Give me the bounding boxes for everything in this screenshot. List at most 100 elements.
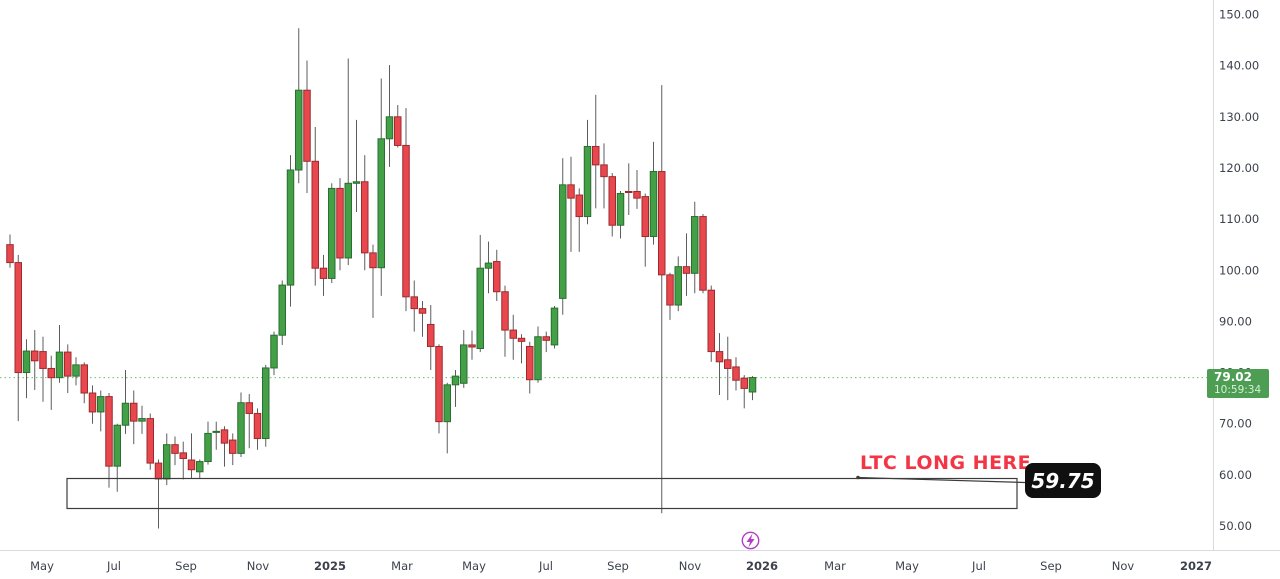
time-tick-label[interactable]: Nov [1112, 559, 1135, 573]
time-tick-label[interactable]: Sep [175, 559, 197, 573]
price-callout-value: 59.75 [1031, 468, 1095, 493]
candle-body [608, 176, 616, 226]
time-tick-label[interactable]: Mar [391, 559, 413, 573]
candle-body [600, 164, 608, 178]
time-tick-label[interactable]: 2025 [314, 559, 346, 573]
price-tick-label[interactable]: 60.00 [1219, 468, 1252, 482]
price-tick-label[interactable]: 130.00 [1219, 110, 1259, 124]
candle-body [691, 216, 699, 274]
time-tick-label[interactable]: May [30, 559, 54, 573]
candle-body [154, 462, 163, 480]
candle-body [517, 337, 526, 342]
candle-body [559, 184, 567, 299]
candle-body [460, 344, 468, 384]
candle-body [212, 430, 220, 433]
candle-body [658, 171, 666, 276]
price-callout-pointer-line[interactable] [857, 476, 1026, 484]
time-tick-label[interactable]: Jul [538, 559, 553, 573]
candle-body [402, 144, 410, 298]
candle-body [707, 289, 715, 353]
price-callout-anchor-dot[interactable] [856, 475, 860, 480]
price-tick-label[interactable]: 150.00 [1219, 8, 1259, 22]
candle-body [484, 262, 493, 269]
candle-body [204, 432, 212, 463]
candle-body [476, 267, 484, 350]
candle-body [616, 193, 625, 226]
candle-body [72, 364, 80, 377]
candle-body [410, 296, 418, 310]
candle-body [88, 392, 97, 413]
candle-body [732, 366, 740, 381]
candle-body [138, 418, 146, 422]
candle-body [344, 182, 352, 259]
candle-body [377, 138, 385, 269]
candle-body [526, 345, 534, 381]
time-tick-label[interactable]: Jul [971, 559, 986, 573]
time-tick-label[interactable]: 2027 [1180, 559, 1212, 573]
candle-body [550, 307, 559, 346]
candle-body [336, 187, 344, 259]
candle-body [245, 402, 253, 414]
candle-body [715, 351, 724, 363]
time-tick-label[interactable]: Nov [247, 559, 270, 573]
candle-body [196, 461, 204, 473]
candle-body [394, 116, 402, 146]
candle-body [682, 266, 691, 274]
price-tick-label[interactable]: 90.00 [1219, 314, 1252, 328]
candle-body [592, 145, 600, 166]
time-tick-label[interactable]: May [462, 559, 486, 573]
candle-body [567, 184, 575, 199]
time-tick-label[interactable]: May [895, 559, 919, 573]
support-zone-rectangle[interactable] [66, 477, 1018, 510]
candle-body [443, 384, 451, 423]
candle-body [361, 181, 369, 254]
candle-body [468, 344, 476, 348]
candle-body [641, 196, 649, 237]
candle-body [179, 452, 187, 459]
candle-body [270, 334, 278, 369]
time-tick-label[interactable]: Sep [607, 559, 629, 573]
candle-body [220, 429, 229, 444]
candle-body [163, 444, 171, 480]
current-price-value: 79.02 [1214, 369, 1252, 384]
price-tick-label[interactable]: 120.00 [1219, 161, 1259, 175]
candle-body [130, 402, 138, 422]
candle-body [625, 190, 633, 194]
price-tick-label[interactable]: 100.00 [1219, 263, 1259, 277]
candle-body [146, 418, 154, 464]
candle-body [262, 367, 270, 440]
candle-body [740, 377, 748, 389]
candle-body [303, 89, 311, 162]
time-tick-label[interactable]: Jul [106, 559, 121, 573]
price-tick-label[interactable]: 70.00 [1219, 417, 1252, 431]
candle-body [22, 350, 31, 374]
candle-body [31, 350, 39, 362]
candle-body [649, 171, 658, 237]
candle-body [352, 181, 361, 184]
time-tick-label[interactable]: Mar [824, 559, 846, 573]
current-price-label: 79.02 10:59:34 [1207, 369, 1269, 398]
candle-body [237, 402, 245, 454]
candle-body [319, 267, 328, 279]
candle-body [121, 402, 130, 426]
candle-body [55, 351, 64, 379]
candle-body [509, 329, 517, 339]
price-tick-label[interactable]: 140.00 [1219, 59, 1259, 73]
candle-body [253, 412, 262, 440]
price-tick-label[interactable]: 50.00 [1219, 519, 1252, 533]
price-callout-label[interactable]: 59.75 [1025, 463, 1101, 498]
candle-body [311, 160, 319, 269]
time-tick-label[interactable]: Nov [679, 559, 702, 573]
time-tick-label[interactable]: 2026 [746, 559, 778, 573]
candle-body [328, 187, 336, 279]
candle-body [47, 367, 55, 379]
candle-body [369, 252, 377, 269]
time-tick-label[interactable]: Sep [1040, 559, 1062, 573]
candle-body [6, 244, 14, 264]
candle-body [748, 377, 757, 393]
price-tick-label[interactable]: 110.00 [1219, 212, 1259, 226]
long-trade-annotation[interactable]: LTC LONG HERE [860, 452, 1032, 474]
candle-body [39, 351, 47, 369]
